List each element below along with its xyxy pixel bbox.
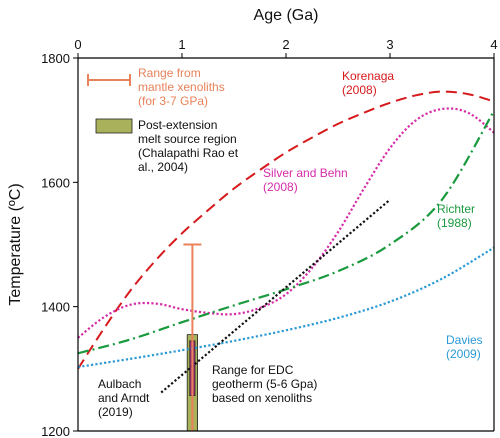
korenaga-line <box>77 90 495 370</box>
x-tick-label: 0 <box>74 37 81 52</box>
y-tick-label: 1800 <box>41 51 70 66</box>
legend-post-extension-label: Post-extension melt source region (Chalapa… <box>138 118 239 174</box>
davies-line <box>77 246 495 369</box>
korenaga-label: Korenaga (2008) <box>342 69 394 97</box>
x-axis-title: Age (Ga) <box>254 7 319 24</box>
x-tick-label: 2 <box>282 37 289 52</box>
richter-label: Richter (1988) <box>437 202 475 230</box>
silver-behn-line <box>77 107 495 339</box>
aulbach-arndt-label: Aulbach and Arndt (2019) <box>98 377 150 419</box>
plot-area: 0 1 2 3 4 1200 1400 1600 1800 Korenaga (2008) Silve… <box>41 37 498 438</box>
aulbach-arndt-line <box>160 198 391 394</box>
y-tick-label: 1400 <box>41 300 70 315</box>
x-tick-label: 4 <box>490 37 497 52</box>
davies-label: Davies (2009) <box>446 333 483 361</box>
y-tick-label: 1200 <box>41 424 70 438</box>
richter-line <box>77 110 495 355</box>
x-tick-label: 1 <box>178 37 185 52</box>
x-tick-label: 3 <box>386 37 393 52</box>
edc-geotherm-label: Range for EDC geotherm (5-6 Gpa) based on … <box>212 363 317 405</box>
y-tick-label: 1600 <box>41 175 70 190</box>
legend-post-extension-swatch <box>95 118 133 134</box>
legend-xenolith-range-label: Range from mantle xenoliths (for 3-7 GPa) <box>138 66 225 108</box>
silver-behn-label: Silver and Behn (2008) <box>263 166 348 194</box>
y-axis-title: Temperature (ºC) <box>7 183 24 305</box>
